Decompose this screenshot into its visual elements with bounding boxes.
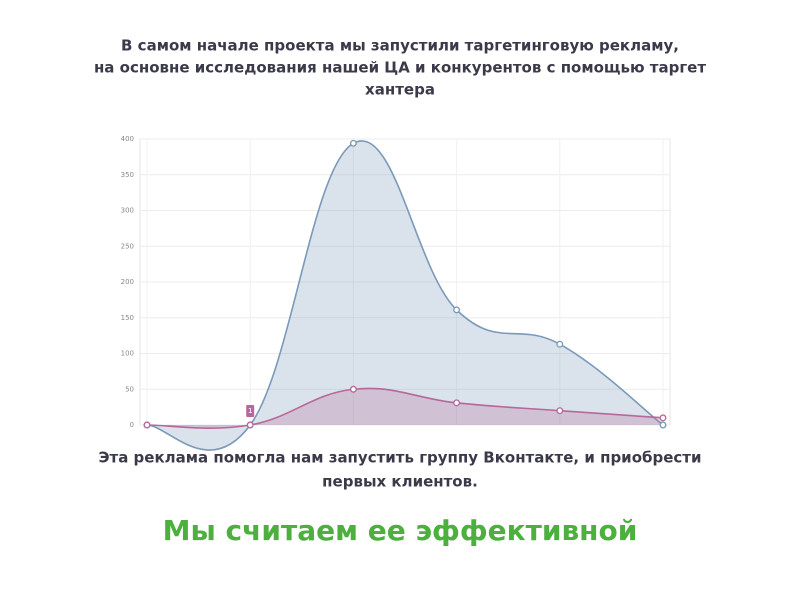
- point: [246, 421, 254, 429]
- point: [453, 399, 461, 407]
- y-tick-label: 300: [121, 207, 134, 215]
- y-tick-label: 350: [121, 171, 134, 179]
- y-tick-label: 100: [121, 350, 134, 358]
- point: [556, 407, 564, 415]
- caption-line: первых клиентов.: [322, 473, 478, 491]
- point: [556, 340, 564, 348]
- y-tick-label: 250: [121, 242, 134, 250]
- heading-line: на основне исследования нашей ЦА и конку…: [94, 59, 706, 77]
- annotation: 1: [248, 407, 252, 415]
- series-line: [146, 387, 664, 429]
- chart: 0 50 100 150 200 250 300 350 400 1: [121, 135, 671, 451]
- y-tick-label: 150: [121, 314, 134, 322]
- area-fill: [147, 140, 663, 451]
- caption-line: Эта реклама помогла нам запустить группу…: [99, 449, 702, 467]
- y-tick-label: 0: [130, 421, 134, 429]
- point: [143, 421, 151, 429]
- point: [659, 414, 667, 422]
- point: [349, 139, 357, 147]
- y-tick-label: 50: [125, 385, 134, 393]
- point: [659, 421, 667, 429]
- point: [453, 306, 461, 314]
- point: [349, 385, 357, 393]
- y-tick-label: 400: [121, 135, 134, 143]
- y-tick-label: 200: [121, 278, 134, 286]
- conclusion: Мы считаем ее эффективной: [163, 514, 638, 547]
- heading-line: хантера: [365, 81, 435, 99]
- annotation-box: [246, 405, 255, 417]
- heading-line: В самом начале проекта мы запустили тарг…: [121, 37, 679, 55]
